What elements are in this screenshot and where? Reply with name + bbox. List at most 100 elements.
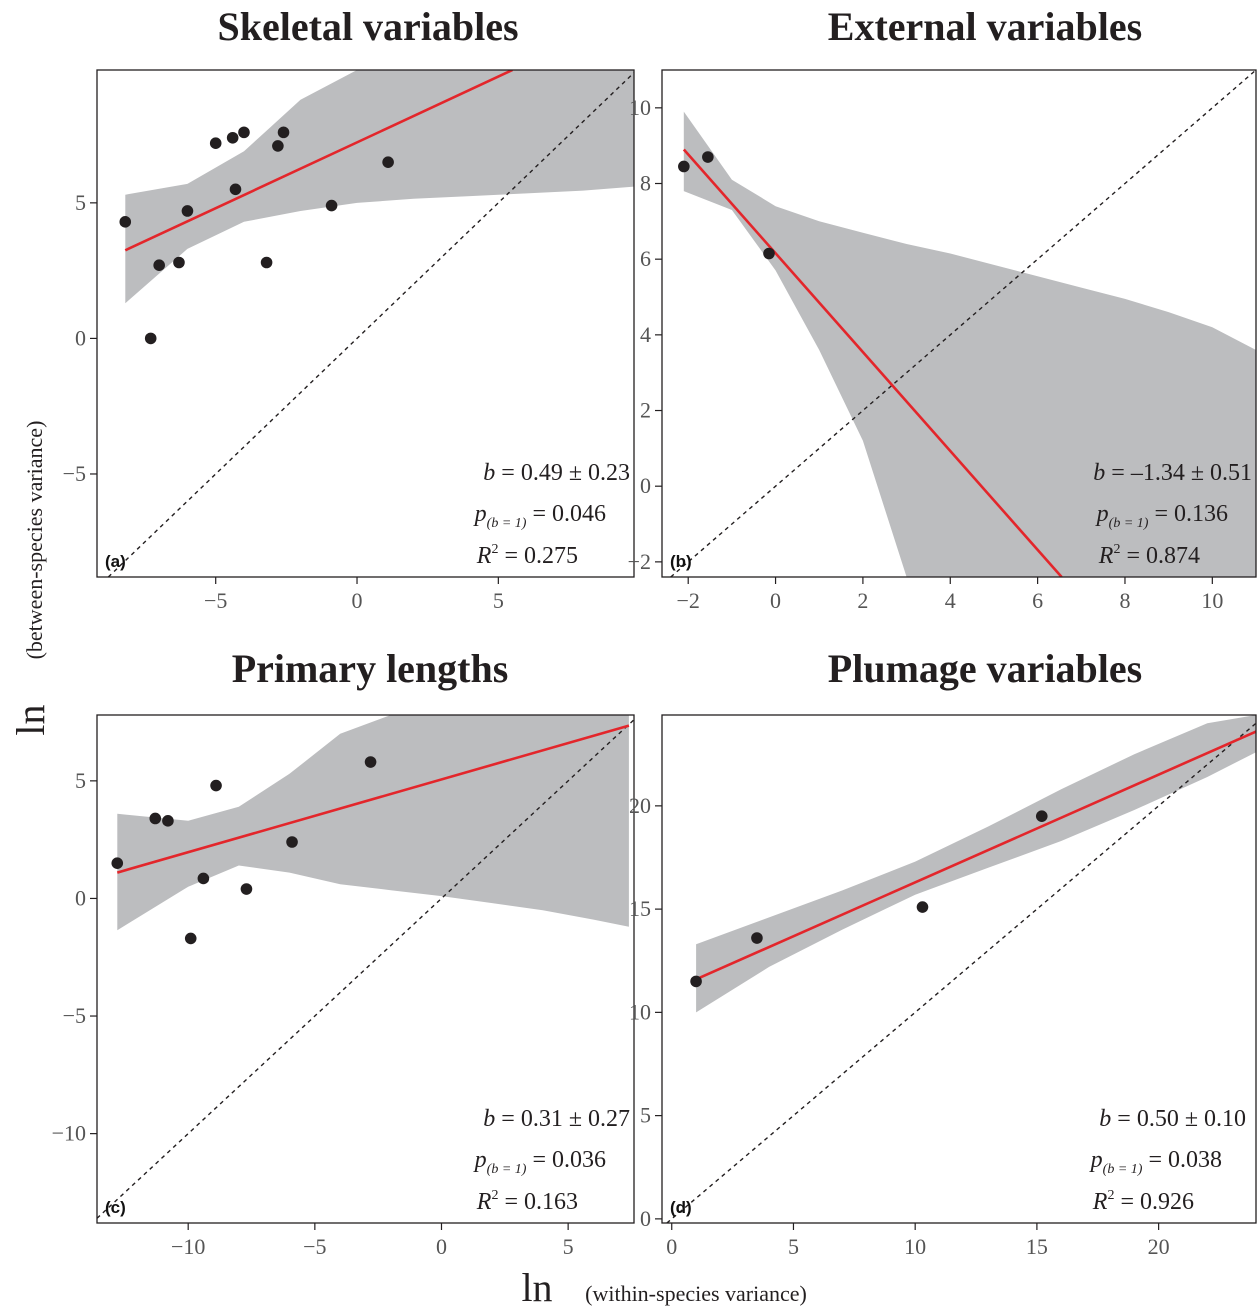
identity-line (666, 722, 1256, 1223)
x-tick-label: 0 (770, 588, 781, 613)
data-point (690, 975, 702, 988)
stat-r2: R2 = 0.874 (1098, 542, 1200, 569)
data-point (286, 836, 298, 848)
y-tick-label: 4 (640, 322, 651, 347)
plot-frame (661, 714, 1257, 1224)
regression-line (116, 724, 630, 874)
stat-slope: b = –1.34 ± 0.51 (1093, 460, 1252, 486)
data-point (751, 932, 763, 944)
stat-slope-symbol: b (483, 460, 495, 486)
stat-pvalue: p(b = 1) = 0.136 (1095, 501, 1228, 531)
data-point (916, 901, 929, 913)
stat-r2-symbol: R (1098, 543, 1114, 569)
x-tick-label: 10 (1201, 588, 1223, 613)
y-tick-label: 10 (629, 999, 651, 1024)
data-point (763, 247, 775, 260)
panel-1: Skeletal variables −5 0 5 −5 0 5 (a) b = 0.49 ± … (63, 4, 635, 613)
identity-line (670, 70, 1256, 577)
x-tick-label: 8 (1119, 588, 1130, 613)
panel-letter: (d) (670, 1198, 692, 1217)
y-tick-label: 8 (640, 171, 651, 196)
x-axis-label-ln: ln (521, 1265, 552, 1310)
stat-pvalue: p(b = 1) = 0.046 (473, 501, 606, 531)
stat-r2-superscript: 2 (1107, 1188, 1114, 1203)
data-point (149, 812, 162, 825)
confidence-band (696, 715, 1256, 1013)
data-point (209, 137, 222, 150)
data-point (119, 216, 132, 228)
stat-r2: R2 = 0.275 (476, 542, 578, 569)
x-tick-label: 10 (904, 1234, 926, 1259)
stat-p-value: = 0.038 (1142, 1147, 1222, 1173)
data-point (702, 151, 714, 163)
stat-slope-value: = 0.49 ± 0.23 (495, 460, 630, 486)
panel-4: Plumage variables 0 5 10 15 20 0 5 10 15 20 (d) b = … (629, 646, 1257, 1259)
confidence-band (125, 70, 634, 304)
panel-title: Primary lengths (232, 646, 509, 691)
stat-p-symbol: p (1095, 501, 1109, 527)
plot-area (666, 715, 1256, 1223)
data-point (197, 872, 210, 885)
data-point (382, 156, 394, 168)
x-tick-label: 6 (1032, 588, 1043, 613)
stat-r2: R2 = 0.163 (476, 1188, 578, 1215)
data-point (226, 131, 239, 144)
stat-slope: b = 0.50 ± 0.10 (1099, 1106, 1246, 1132)
stat-p-subscript: (b = 1) (487, 1162, 527, 1177)
stat-p-symbol: p (473, 501, 487, 527)
stat-slope-value: = –1.34 ± 0.51 (1105, 460, 1252, 486)
x-tick-label: 2 (857, 588, 868, 613)
plot-frame (661, 69, 1257, 578)
stat-r2-value: = 0.874 (1120, 543, 1200, 569)
data-point (277, 126, 290, 139)
stat-r2: R2 = 0.926 (1092, 1188, 1194, 1215)
x-tick-label: −2 (676, 588, 699, 613)
stat-r2-superscript: 2 (491, 542, 498, 557)
y-tick-label: 10 (629, 95, 651, 120)
panel-title: External variables (828, 4, 1142, 49)
stat-pvalue: p(b = 1) = 0.038 (1089, 1147, 1222, 1177)
y-tick-label: 20 (629, 793, 651, 818)
panel-letter: (b) (670, 552, 692, 571)
panel-title: Skeletal variables (217, 4, 518, 49)
stat-slope-value: = 0.50 ± 0.10 (1111, 1106, 1246, 1132)
stat-r2-superscript: 2 (491, 1188, 498, 1203)
data-point (272, 140, 284, 152)
stat-r2-value: = 0.163 (498, 1189, 578, 1215)
x-axis-label-sub: (within-species variance) (585, 1281, 807, 1306)
data-point (229, 183, 242, 196)
stat-p-symbol: p (473, 1147, 487, 1173)
data-point (678, 160, 690, 173)
stat-p-value: = 0.036 (526, 1147, 606, 1173)
y-tick-label: 5 (75, 190, 86, 215)
confidence-band (117, 715, 629, 931)
panel-letter: (a) (105, 552, 126, 571)
stat-p-subscript: (b = 1) (1103, 1162, 1143, 1177)
stat-slope-symbol: b (1093, 460, 1105, 486)
stat-r2-value: = 0.926 (1114, 1189, 1194, 1215)
stat-p-subscript: (b = 1) (1109, 516, 1149, 531)
x-tick-label: −5 (303, 1234, 326, 1259)
stat-slope: b = 0.49 ± 0.23 (483, 460, 630, 486)
y-tick-label: −5 (63, 1003, 86, 1028)
stat-r2-symbol: R (476, 1189, 492, 1215)
x-tick-label: 0 (352, 588, 363, 613)
identity-line (107, 72, 634, 577)
data-point (111, 857, 124, 869)
y-axis-label-sub: (between-species variance) (22, 421, 47, 660)
y-tick-label: 5 (75, 768, 86, 793)
y-tick-label: 0 (75, 885, 86, 910)
y-axis-label-ln: ln (8, 704, 53, 735)
data-point (162, 815, 174, 827)
stat-p-value: = 0.136 (1148, 501, 1228, 527)
regression-line (124, 70, 514, 252)
x-tick-label: −5 (204, 588, 227, 613)
data-point (238, 126, 250, 139)
stat-r2-value: = 0.275 (498, 543, 578, 569)
plot-area (107, 70, 634, 577)
x-tick-label: 5 (493, 588, 504, 613)
x-tick-label: 0 (666, 1234, 677, 1259)
regression-line (682, 148, 1063, 577)
data-point (1035, 810, 1048, 822)
